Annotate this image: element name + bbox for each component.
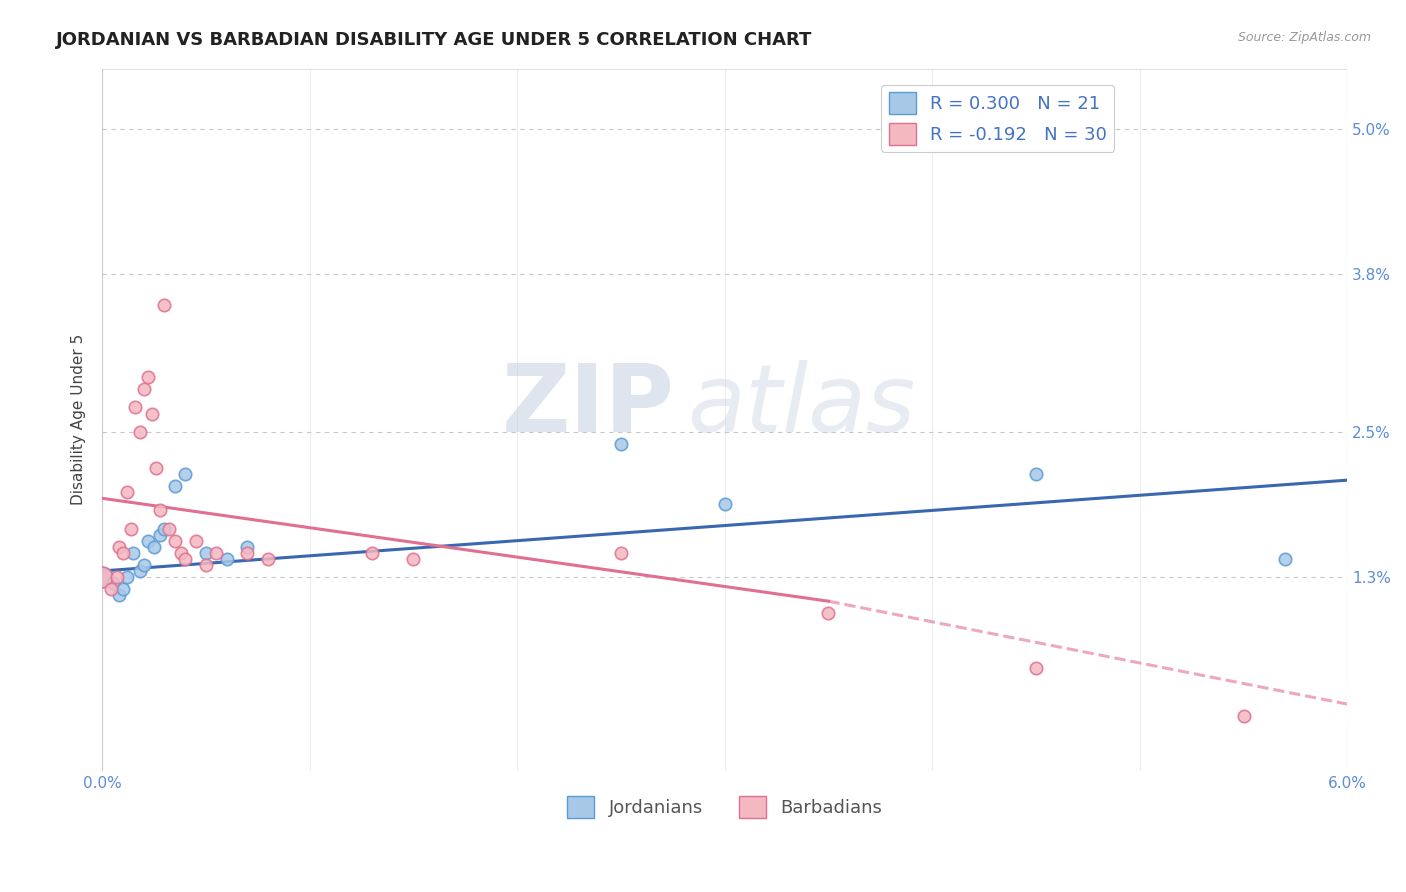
Point: [1274, 551, 1296, 566]
Point: [136, 533, 159, 548]
Point: [105, 570, 128, 584]
Point: [111, 546, 134, 560]
Point: [108, 588, 131, 602]
Y-axis label: Disability Age Under 5: Disability Age Under 5: [72, 334, 86, 505]
Point: [143, 540, 166, 554]
Point: [157, 522, 180, 536]
Point: [111, 582, 134, 596]
Point: [149, 527, 172, 541]
Point: [236, 546, 259, 560]
Point: [136, 370, 159, 384]
Point: [91, 570, 114, 584]
Point: [610, 437, 633, 451]
Point: [163, 533, 186, 548]
Point: [1025, 661, 1047, 675]
Point: [91, 570, 114, 584]
Text: Source: ZipAtlas.com: Source: ZipAtlas.com: [1237, 31, 1371, 45]
Point: [141, 407, 163, 421]
Point: [145, 461, 167, 475]
Point: [361, 546, 384, 560]
Point: [174, 467, 197, 481]
Point: [1025, 467, 1047, 481]
Point: [174, 551, 197, 566]
Point: [128, 425, 150, 439]
Point: [184, 533, 207, 548]
Point: [163, 479, 186, 493]
Point: [115, 570, 138, 584]
Point: [257, 551, 280, 566]
Point: [122, 546, 145, 560]
Point: [153, 522, 176, 536]
Point: [100, 582, 122, 596]
Point: [115, 485, 138, 500]
Point: [101, 576, 124, 591]
Point: [1232, 709, 1254, 723]
Point: [205, 546, 228, 560]
Point: [713, 497, 735, 511]
Text: JORDANIAN VS BARBADIAN DISABILITY AGE UNDER 5 CORRELATION CHART: JORDANIAN VS BARBADIAN DISABILITY AGE UN…: [56, 31, 813, 49]
Point: [194, 558, 217, 572]
Point: [132, 558, 155, 572]
Point: [128, 564, 150, 578]
Point: [194, 546, 217, 560]
Legend: Jordanians, Barbadians: Jordanians, Barbadians: [560, 789, 890, 825]
Point: [124, 401, 146, 415]
Text: atlas: atlas: [688, 360, 915, 451]
Point: [132, 382, 155, 396]
Point: [170, 546, 193, 560]
Point: [236, 540, 259, 554]
Point: [108, 540, 131, 554]
Point: [153, 297, 176, 311]
Point: [215, 551, 238, 566]
Point: [402, 551, 425, 566]
Text: ZIP: ZIP: [502, 359, 675, 451]
Point: [120, 522, 142, 536]
Point: [817, 607, 839, 621]
Point: [149, 503, 172, 517]
Point: [610, 546, 633, 560]
